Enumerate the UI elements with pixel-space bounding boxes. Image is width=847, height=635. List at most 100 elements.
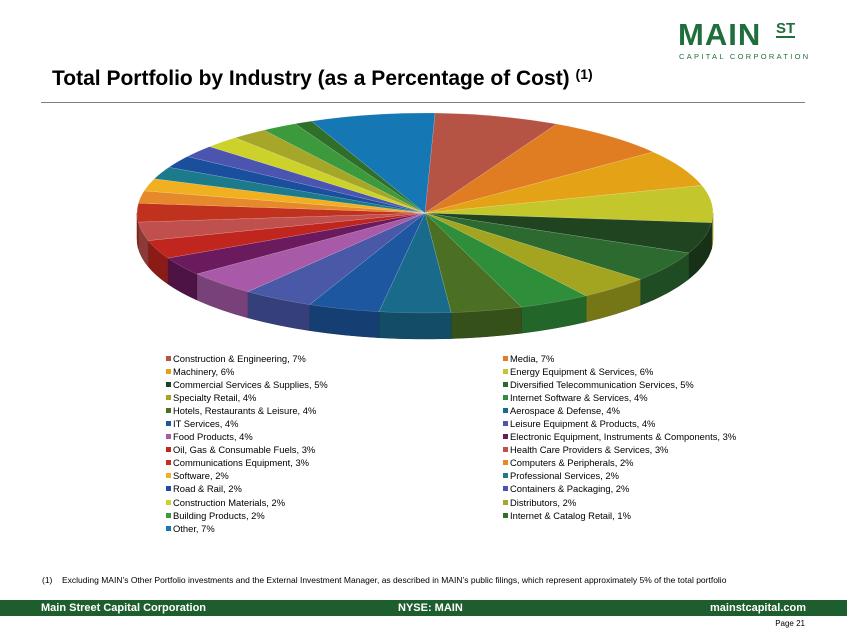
legend-label: Specialty Retail, 4% <box>173 392 257 404</box>
pie-slice <box>263 123 426 214</box>
legend-label: Communications Equipment, 3% <box>173 457 310 469</box>
legend-item: Diversified Telecommunication Services, … <box>503 378 736 391</box>
legend-swatch <box>166 369 171 375</box>
legend-item: Machinery, 6% <box>166 365 328 378</box>
legend-swatch <box>503 434 508 440</box>
legend-swatch <box>503 369 508 375</box>
logo-subtitle: CAPITAL CORPORATION <box>679 52 811 61</box>
legend-item: Other, 7% <box>166 522 328 535</box>
legend-item: Containers & Packaging, 2% <box>503 482 736 495</box>
legend-item: Internet & Catalog Retail, 1% <box>503 509 736 522</box>
pie-slice <box>309 212 426 312</box>
pie-slice <box>424 123 654 214</box>
footnote-number: (1) <box>42 575 53 585</box>
legend-item: IT Services, 4% <box>166 417 328 430</box>
legend-label: Hotels, Restaurants & Leisure, 4% <box>173 405 317 417</box>
legend-swatch <box>166 421 171 427</box>
legend-label: Professional Services, 2% <box>510 470 619 482</box>
title-divider <box>41 102 805 103</box>
pie-slice <box>310 112 436 214</box>
legend-item: Aerospace & Defense, 4% <box>503 404 736 417</box>
legend-swatch <box>166 460 171 466</box>
legend-label: Road & Rail, 2% <box>173 483 242 495</box>
legend-swatch <box>503 395 508 401</box>
pie-side-walls <box>136 212 714 340</box>
legend-item: Software, 2% <box>166 469 328 482</box>
legend-item: Professional Services, 2% <box>503 469 736 482</box>
legend-label: Leisure Equipment & Products, 4% <box>510 418 656 430</box>
legend-label: Construction & Engineering, 7% <box>173 353 306 364</box>
pie-slice <box>208 137 426 214</box>
legend-label: Computers & Peripherals, 2% <box>510 457 634 469</box>
pie-slice <box>294 120 426 214</box>
legend-item: Leisure Equipment & Products, 4% <box>503 417 736 430</box>
legend-swatch <box>166 382 171 388</box>
legend-label: Diversified Telecommunication Services, … <box>510 379 694 391</box>
pie-chart <box>136 112 714 340</box>
legend-swatch <box>166 473 171 479</box>
legend-label: Other, 7% <box>173 522 215 534</box>
legend-swatch <box>503 356 508 361</box>
legend-column-right: Media, 7% Energy Equipment & Services, 6%… <box>503 352 736 522</box>
pie-slice <box>424 212 690 280</box>
legend-label: Aerospace & Defense, 4% <box>510 405 620 417</box>
pie-slice <box>167 212 426 275</box>
title-footnote-ref: (1) <box>575 66 593 82</box>
pie-slice <box>424 112 558 214</box>
legend-label: Electronic Equipment, Instruments & Comp… <box>510 431 737 443</box>
legend-label: Machinery, 6% <box>173 366 235 378</box>
legend-item: Media, 7% <box>503 352 736 365</box>
pie-slice-side <box>378 311 452 340</box>
legend-swatch <box>166 525 171 531</box>
pie-slice <box>136 202 426 223</box>
legend-item: Electronic Equipment, Instruments & Comp… <box>503 430 736 443</box>
pie-slice <box>143 178 426 214</box>
legend-label: IT Services, 4% <box>173 418 239 430</box>
legend-label: Food Products, 4% <box>173 431 253 443</box>
pie-slice <box>147 212 426 259</box>
pie-slice <box>424 151 703 214</box>
legend-swatch <box>166 499 171 505</box>
legend-item: Hotels, Restaurants & Leisure, 4% <box>166 404 328 417</box>
legend-label: Media, 7% <box>510 353 555 364</box>
legend-label: Internet Software & Services, 4% <box>510 392 648 404</box>
pie-slice <box>424 212 712 254</box>
legend-swatch <box>166 512 171 518</box>
page-title: Total Portfolio by Industry (as a Percen… <box>52 66 593 91</box>
footer-company: Main Street Capital Corporation <box>41 602 207 614</box>
pie-slice <box>378 212 452 314</box>
legend-item: Road & Rail, 2% <box>166 482 328 495</box>
legend-swatch <box>166 434 171 440</box>
pie-slice <box>246 212 426 305</box>
legend-item: Specialty Retail, 4% <box>166 391 328 404</box>
legend-label: Containers & Packaging, 2% <box>510 483 630 495</box>
legend-swatch <box>503 408 508 414</box>
pie-slices <box>136 112 714 314</box>
legend-label: Distributors, 2% <box>510 496 577 508</box>
legend-label: Oil, Gas & Consumable Fuels, 3% <box>173 444 316 456</box>
pie-slice <box>424 212 523 313</box>
pie-slice <box>138 190 426 214</box>
footnote-text: Excluding MAIN’s Other Portfolio investm… <box>62 575 727 585</box>
company-logo: MAIN ST CAPITAL CORPORATION <box>678 17 808 62</box>
page-number: Page 21 <box>775 619 805 628</box>
legend-swatch <box>166 356 171 361</box>
legend-label: Health Care Providers & Services, 3% <box>510 444 669 456</box>
pie-slice <box>424 212 587 308</box>
legend-swatch <box>166 408 171 414</box>
legend-label: Building Products, 2% <box>173 509 265 521</box>
legend-item: Communications Equipment, 3% <box>166 456 328 469</box>
pie-slice <box>186 146 426 214</box>
legend-swatch <box>503 460 508 466</box>
legend-swatch <box>503 447 508 453</box>
legend-swatch <box>166 486 171 492</box>
pie-slice <box>424 185 714 224</box>
legend-swatch <box>166 447 171 453</box>
legend-swatch <box>503 499 508 505</box>
logo-main-text: MAIN <box>678 17 762 52</box>
pie-slice <box>153 167 426 214</box>
legend-swatch <box>503 486 508 492</box>
legend-swatch <box>166 395 171 401</box>
pie-slice <box>137 212 426 241</box>
legend-item: Commercial Services & Supplies, 5% <box>166 378 328 391</box>
